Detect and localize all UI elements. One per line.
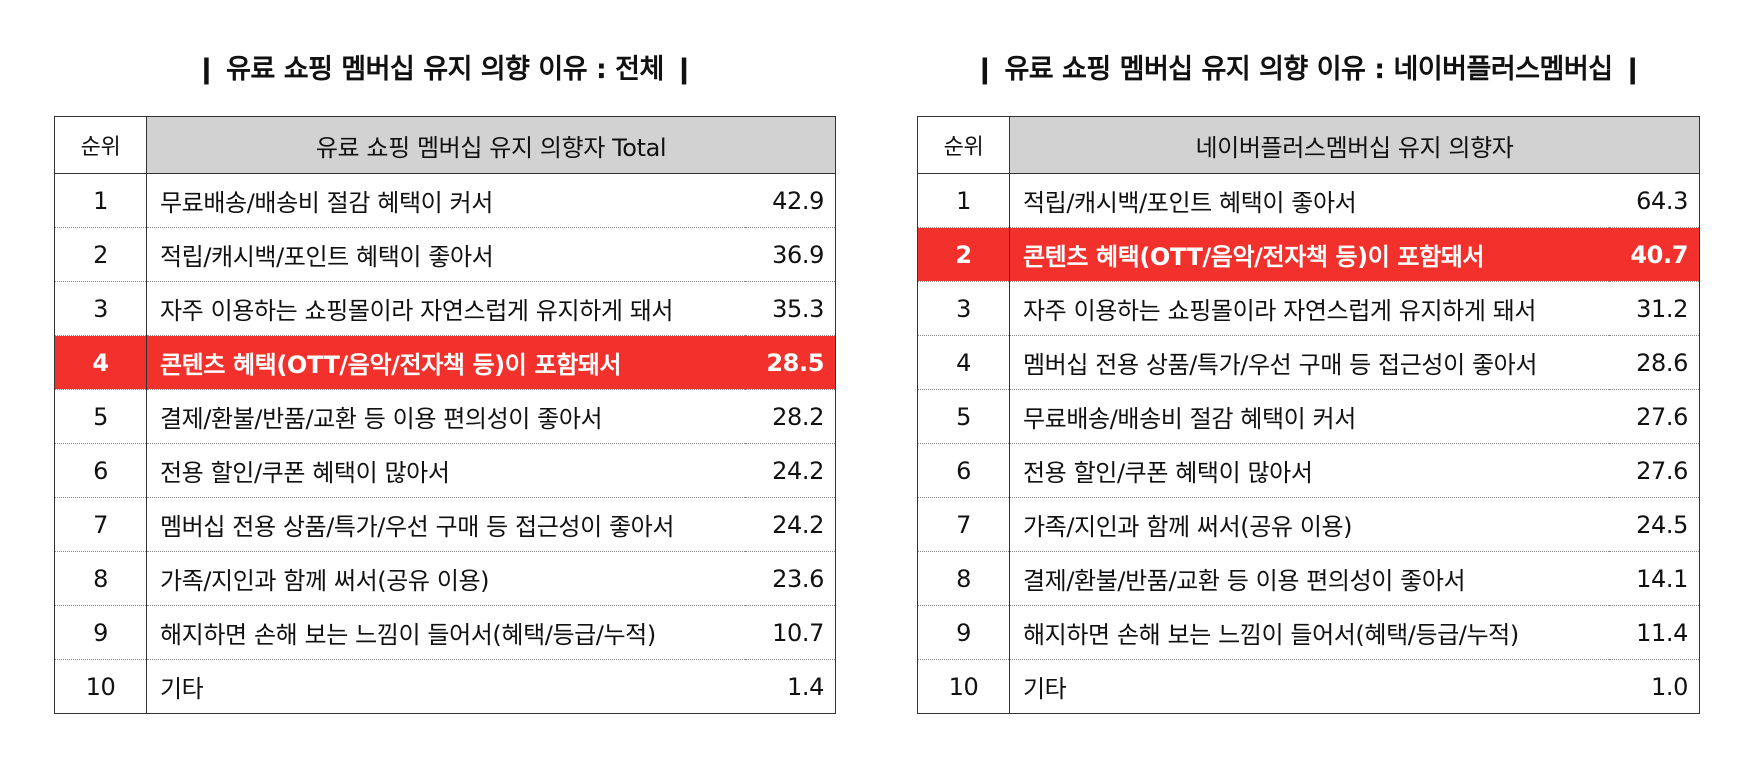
value-cell: 1.4 [745,659,837,714]
table-row: 8 결제/환불/반품/교환 등 이용 편의성이 좋아서 14.1 [917,551,1701,606]
table-row: 1 적립/캐시백/포인트 혜택이 좋아서 64.3 [917,173,1701,228]
table-row: 8 가족/지인과 함께 써서(공유 이용) 23.6 [54,551,837,606]
value-cell: 28.2 [745,389,837,444]
rank-cell: 4 [54,335,147,390]
table-row-highlighted: 4 콘텐츠 혜택(OTT/음악/전자책 등)이 포함돼서 28.5 [54,335,837,390]
table-row: 1 무료배송/배송비 절감 혜택이 커서 42.9 [54,173,837,228]
reason-cell: 가족/지인과 함께 써서(공유 이용) [146,551,746,606]
value-cell: 35.3 [745,281,837,336]
header-rank: 순위 [54,116,147,174]
rank-cell: 10 [54,659,147,714]
rank-cell: 9 [54,605,147,660]
table-row: 9 해지하면 손해 보는 느낌이 들어서(혜택/등급/누적) 11.4 [917,605,1701,660]
value-cell: 27.6 [1609,443,1701,498]
left-ranking-table: 순위 유료 쇼핑 멤버십 유지 의향자 Total 1 무료배송/배송비 절감 혜… [54,116,837,714]
left-table-body: 1 무료배송/배송비 절감 혜택이 커서 42.9 2 적립/캐시백/포인트 혜택이 좋… [54,173,837,714]
reason-cell: 해지하면 손해 보는 느낌이 들어서(혜택/등급/누적) [1009,605,1610,660]
value-cell: 11.4 [1609,605,1701,660]
table-row: 10 기타 1.4 [54,659,837,714]
header-label: 네이버플러스멤버십 유지 의향자 [1009,116,1700,174]
reason-cell: 결제/환불/반품/교환 등 이용 편의성이 좋아서 [1009,551,1610,606]
right-table-body: 1 적립/캐시백/포인트 혜택이 좋아서 64.3 2 콘텐츠 혜택(OTT/음악/전자… [917,173,1701,714]
reason-cell: 전용 할인/쿠폰 혜택이 많아서 [146,443,746,498]
table-row: 4 멤버십 전용 상품/특가/우선 구매 등 접근성이 좋아서 28.6 [917,335,1701,390]
header-label: 유료 쇼핑 멤버십 유지 의향자 Total [146,116,836,174]
reason-cell: 결제/환불/반품/교환 등 이용 편의성이 좋아서 [146,389,746,444]
value-cell: 36.9 [745,227,837,282]
reason-cell: 자주 이용하는 쇼핑몰이라 자연스럽게 유지하게 돼서 [146,281,746,336]
reason-cell: 자주 이용하는 쇼핑몰이라 자연스럽게 유지하게 돼서 [1009,281,1610,336]
rank-cell: 6 [54,443,147,498]
rank-cell: 8 [54,551,147,606]
right-ranking-table: 순위 네이버플러스멤버십 유지 의향자 1 적립/캐시백/포인트 혜택이 좋아서 6… [917,116,1701,714]
value-cell: 24.2 [745,443,837,498]
value-cell: 31.2 [1609,281,1701,336]
reason-cell: 멤버십 전용 상품/특가/우선 구매 등 접근성이 좋아서 [1009,335,1610,390]
table-row: 6 전용 할인/쿠폰 혜택이 많아서 27.6 [917,443,1701,498]
value-cell: 14.1 [1609,551,1701,606]
rank-cell: 5 [54,389,147,444]
reason-cell: 적립/캐시백/포인트 혜택이 좋아서 [1009,173,1610,228]
reason-cell: 무료배송/배송비 절감 혜택이 커서 [146,173,746,228]
value-cell: 28.6 [1609,335,1701,390]
rank-cell: 7 [917,497,1010,552]
table-row: 6 전용 할인/쿠폰 혜택이 많아서 24.2 [54,443,837,498]
rank-cell: 4 [917,335,1010,390]
value-cell: 40.7 [1609,227,1701,282]
rank-cell: 6 [917,443,1010,498]
table-row: 3 자주 이용하는 쇼핑몰이라 자연스럽게 유지하게 돼서 35.3 [54,281,837,336]
reason-cell: 기타 [1009,659,1610,714]
reason-cell: 전용 할인/쿠폰 혜택이 많아서 [1009,443,1610,498]
right-panel-title: ❙ 유료 쇼핑 멤버십 유지 의향 이유 : 네이버플러스멤버십 ❙ [973,54,1644,86]
reason-cell: 무료배송/배송비 절감 혜택이 커서 [1009,389,1610,444]
table-row: 3 자주 이용하는 쇼핑몰이라 자연스럽게 유지하게 돼서 31.2 [917,281,1701,336]
value-cell: 64.3 [1609,173,1701,228]
rank-cell: 1 [54,173,147,228]
table-row: 7 멤버십 전용 상품/특가/우선 구매 등 접근성이 좋아서 24.2 [54,497,837,552]
table-row: 2 적립/캐시백/포인트 혜택이 좋아서 36.9 [54,227,837,282]
reason-cell: 적립/캐시백/포인트 혜택이 좋아서 [146,227,746,282]
table-row: 10 기타 1.0 [917,659,1701,714]
rank-cell: 7 [54,497,147,552]
value-cell: 42.9 [745,173,837,228]
value-cell: 27.6 [1609,389,1701,444]
value-cell: 28.5 [745,335,837,390]
table-row-highlighted: 2 콘텐츠 혜택(OTT/음악/전자책 등)이 포함돼서 40.7 [917,227,1701,282]
table-header-row: 순위 유료 쇼핑 멤버십 유지 의향자 Total [54,116,836,174]
value-cell: 24.2 [745,497,837,552]
table-header-row: 순위 네이버플러스멤버십 유지 의향자 [917,116,1700,174]
left-panel-title: ❙ 유료 쇼핑 멤버십 유지 의향 이유 : 전체 ❙ [195,54,695,86]
rank-cell: 3 [54,281,147,336]
reason-cell: 해지하면 손해 보는 느낌이 들어서(혜택/등급/누적) [146,605,746,660]
value-cell: 1.0 [1609,659,1701,714]
rank-cell: 2 [54,227,147,282]
rank-cell: 9 [917,605,1010,660]
reason-cell: 콘텐츠 혜택(OTT/음악/전자책 등)이 포함돼서 [1009,227,1610,282]
value-cell: 24.5 [1609,497,1701,552]
table-row: 5 무료배송/배송비 절감 혜택이 커서 27.6 [917,389,1701,444]
value-cell: 10.7 [745,605,837,660]
value-cell: 23.6 [745,551,837,606]
rank-cell: 10 [917,659,1010,714]
rank-cell: 8 [917,551,1010,606]
rank-cell: 2 [917,227,1010,282]
rank-cell: 5 [917,389,1010,444]
rank-cell: 3 [917,281,1010,336]
table-row: 9 해지하면 손해 보는 느낌이 들어서(혜택/등급/누적) 10.7 [54,605,837,660]
reason-cell: 콘텐츠 혜택(OTT/음악/전자책 등)이 포함돼서 [146,335,746,390]
reason-cell: 멤버십 전용 상품/특가/우선 구매 등 접근성이 좋아서 [146,497,746,552]
table-row: 7 가족/지인과 함께 써서(공유 이용) 24.5 [917,497,1701,552]
table-row: 5 결제/환불/반품/교환 등 이용 편의성이 좋아서 28.2 [54,389,837,444]
header-rank: 순위 [917,116,1010,174]
rank-cell: 1 [917,173,1010,228]
reason-cell: 기타 [146,659,746,714]
reason-cell: 가족/지인과 함께 써서(공유 이용) [1009,497,1610,552]
